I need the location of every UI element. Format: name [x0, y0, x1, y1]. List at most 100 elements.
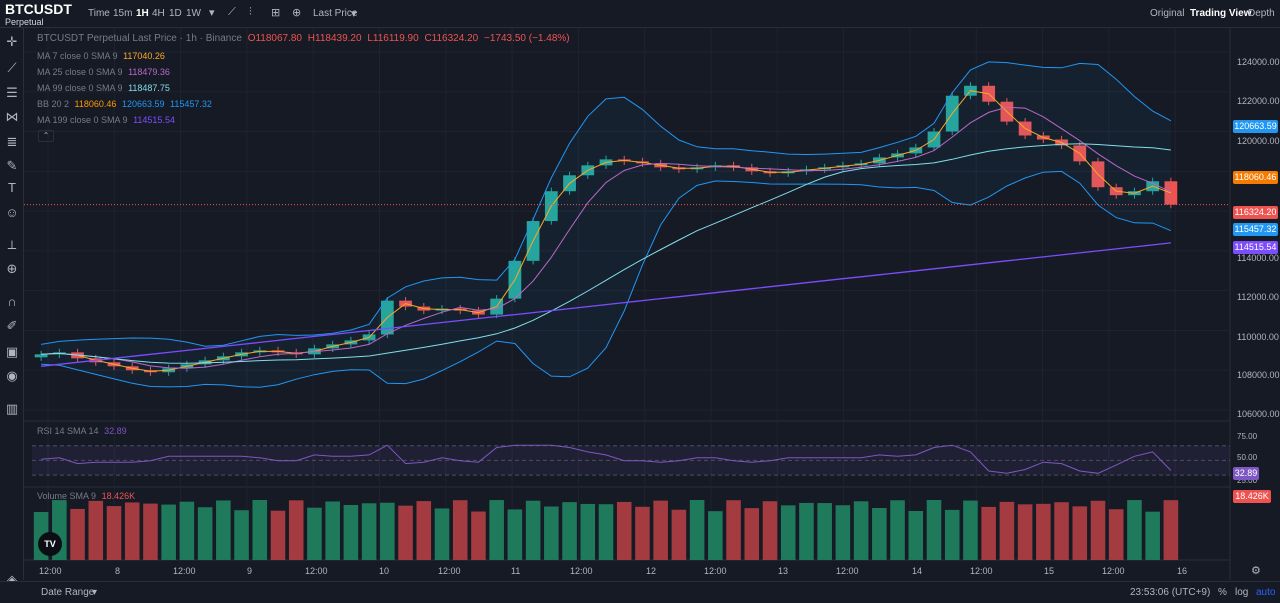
volume-bar: [1072, 506, 1088, 560]
price-axis-label: 106000.00: [1237, 409, 1280, 419]
volume-bar: [361, 503, 377, 560]
date-range-button[interactable]: Date Range: [41, 587, 95, 598]
eye-icon[interactable]: ◉: [6, 368, 18, 383]
volume-bar: [598, 504, 614, 560]
ruler-icon[interactable]: ⟂: [7, 237, 17, 252]
trend-line-icon[interactable]: ⟋: [7, 60, 17, 75]
trash-icon[interactable]: ▥: [5, 401, 19, 416]
volume-bar: [835, 505, 851, 560]
interval-dropdown-icon[interactable]: ▾: [209, 7, 215, 19]
legend-ma25[interactable]: MA 25 close 0 SMA 9 118479.36: [37, 67, 170, 77]
crosshair-icon[interactable]: ✛: [6, 34, 18, 49]
interval-4h[interactable]: 4H: [152, 8, 165, 19]
volume-bar: [1054, 502, 1069, 560]
clock[interactable]: 23:53:06 (UTC+9): [1130, 587, 1211, 598]
auto-toggle[interactable]: auto: [1256, 587, 1276, 598]
volume-bar: [1108, 509, 1124, 560]
legend-low: L116119.90: [367, 33, 419, 44]
bb-up-value: 120663.59: [121, 99, 165, 109]
horizontal-lines-icon[interactable]: ☰: [6, 85, 18, 100]
interval-15m[interactable]: 15m: [113, 8, 133, 19]
bollinger-upper-line: [41, 61, 1172, 347]
rsi-label: RSI 14 SMA 14: [37, 426, 99, 436]
volume-bar: [544, 506, 559, 560]
ma7-value: 117040.26: [123, 51, 165, 61]
add-icon[interactable]: ⊕: [292, 7, 302, 19]
zoom-icon[interactable]: ⊕: [6, 261, 18, 276]
lock-icon[interactable]: ▣: [5, 344, 19, 359]
time-axis-label: 12:00: [970, 566, 993, 576]
time-label[interactable]: Time: [88, 8, 110, 19]
price-axis-label: 122000.00: [1237, 96, 1280, 106]
ma25-line: [41, 106, 1172, 369]
volume-bar: [853, 501, 869, 560]
time-axis-label: 12:00: [39, 566, 62, 576]
percent-toggle[interactable]: %: [1218, 587, 1227, 598]
price-axis-label: 112000.00: [1237, 292, 1279, 302]
time-axis-label: 11: [511, 566, 521, 576]
symbol-name[interactable]: BTCUSDT: [5, 1, 72, 17]
emoji-icon[interactable]: ☺: [5, 205, 19, 220]
price-type-chevron-icon[interactable]: ▾: [351, 8, 357, 20]
view-trading-view[interactable]: Trading View: [1190, 8, 1252, 19]
volume-bar: [452, 500, 468, 560]
chart-type-icon[interactable]: ⫶: [249, 6, 252, 18]
legend-ma99[interactable]: MA 99 close 0 SMA 9 118487.75: [37, 83, 170, 93]
price-axis-label: 120000.00: [1237, 136, 1280, 146]
pitchfork-icon[interactable]: ⋈: [5, 109, 19, 124]
legend-close: C116324.20: [424, 33, 479, 44]
legend-high: H118439.20: [307, 33, 362, 44]
ma199-value: 114515.54: [133, 115, 175, 125]
volume-bar: [252, 500, 268, 560]
time-axis-label: 12:00: [836, 566, 859, 576]
compare-icon[interactable]: ⊞: [271, 7, 281, 19]
volume-bar: [653, 500, 668, 560]
text-icon[interactable]: T: [8, 180, 16, 195]
bb-mid-value: 118060.46: [74, 99, 117, 109]
last-price-tag: 116324.20: [1233, 206, 1278, 219]
volume-label: Volume SMA 9: [37, 491, 97, 501]
magnet-icon[interactable]: ∩: [7, 294, 17, 309]
lock-drawings-icon[interactable]: ✐: [6, 318, 18, 333]
volume-legend[interactable]: Volume SMA 9 18.426K: [37, 491, 135, 501]
log-toggle[interactable]: log: [1235, 587, 1249, 598]
interval-1h[interactable]: 1H: [136, 8, 149, 19]
interval-1d[interactable]: 1D: [169, 8, 182, 19]
volume-bar: [671, 509, 687, 560]
legend-ma7[interactable]: MA 7 close 0 SMA 9 117040.26: [37, 51, 165, 61]
rsi-line: [41, 444, 1172, 474]
indicators-icon[interactable]: ⟋: [228, 6, 236, 18]
volume-bar: [161, 504, 176, 560]
view-depth[interactable]: Depth: [1248, 8, 1275, 19]
volume-bar: [872, 508, 887, 560]
time-axis-label: 12:00: [173, 566, 196, 576]
volume-bar: [325, 501, 340, 560]
interval-1w[interactable]: 1W: [186, 8, 201, 19]
symbol-block[interactable]: BTCUSDT Perpetual: [5, 1, 72, 27]
fib-icon[interactable]: ≣: [6, 134, 18, 149]
volume-bar: [890, 500, 905, 560]
price-type-select[interactable]: Last Price: [313, 8, 358, 19]
time-axis-label: 9: [247, 566, 253, 576]
price-axis-label: 108000.00: [1237, 370, 1280, 380]
chart-settings-icon[interactable]: ⚙: [1251, 565, 1261, 577]
legend-ma199[interactable]: MA 199 close 0 SMA 9 114515.54: [37, 115, 175, 125]
view-original[interactable]: Original: [1150, 8, 1185, 19]
volume-bar: [106, 506, 122, 560]
volume-bar: [380, 502, 395, 560]
ma199-line: [41, 242, 1171, 367]
layers-icon[interactable]: ◈: [7, 572, 17, 587]
symbol-sub: Perpetual: [5, 17, 44, 27]
date-range-chevron-icon[interactable]: ▾: [92, 587, 98, 598]
legend-open: O118067.80: [247, 33, 302, 44]
rsi-legend[interactable]: RSI 14 SMA 14 32.89: [37, 426, 127, 436]
brush-icon[interactable]: ✎: [6, 158, 18, 173]
legend-bb[interactable]: BB 20 2 118060.46 120663.59 115457.32: [37, 99, 212, 109]
rsi-level-label: 50.00: [1237, 453, 1258, 462]
volume-bar: [981, 506, 996, 560]
bb-basis-price-tag: 118060.46: [1233, 171, 1278, 184]
legend-title: BTCUSDT Perpetual Last Price · 1h · Bina…: [37, 33, 242, 44]
tradingview-logo[interactable]: TV: [38, 532, 62, 556]
collapse-legend-button[interactable]: ⌃: [38, 130, 54, 142]
